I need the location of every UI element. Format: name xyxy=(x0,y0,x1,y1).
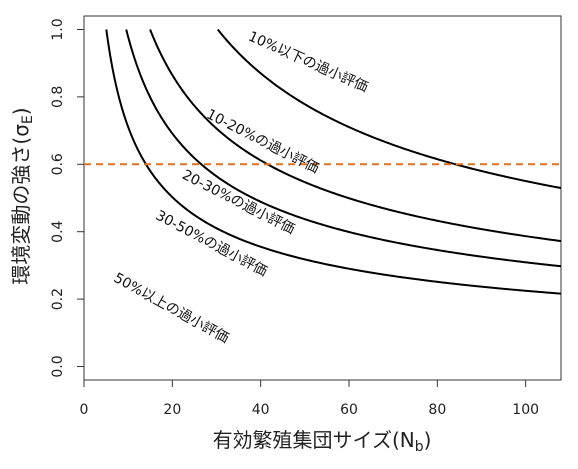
curve-line xyxy=(216,28,562,190)
y-tick-label: 0.6 xyxy=(50,153,66,175)
y-tick-label: 1.0 xyxy=(50,18,66,40)
curve-annotation: 10-20%の過小評価 xyxy=(204,106,322,177)
x-tick-label: 100 xyxy=(512,402,539,418)
y-tick-label: 0.4 xyxy=(50,220,66,242)
x-axis-title-subscript: b xyxy=(415,439,424,455)
y-axis: 0.0 0.2 0.4 0.6 0.8 1.0 xyxy=(50,18,85,378)
x-axis: 0 20 40 60 80 100 xyxy=(80,379,539,418)
curve-line xyxy=(125,29,562,268)
y-axis-title: 環境変動の強さ(σE) xyxy=(9,107,36,284)
curve-line xyxy=(105,29,562,295)
y-axis-title-subscript: E xyxy=(20,115,36,124)
y-tick-label: 0.8 xyxy=(50,86,66,108)
x-tick-label: 60 xyxy=(340,402,358,418)
y-tick-label: 0.2 xyxy=(50,288,66,310)
x-axis-title-text: 有効繁殖集団サイズ(N xyxy=(213,428,415,452)
curve-line xyxy=(149,29,562,243)
x-tick-label: 0 xyxy=(80,402,89,418)
y-axis-title-text: 環境変動の強さ(σ xyxy=(9,124,33,285)
x-tick-label: 40 xyxy=(252,402,270,418)
x-tick-label: 80 xyxy=(428,402,446,418)
curves xyxy=(105,28,562,295)
x-tick-label: 20 xyxy=(163,402,181,418)
x-axis-title: 有効繁殖集団サイズ(Nb) xyxy=(213,428,432,455)
curve-annotations: 10%以下の過小評価10-20%の過小評価20-30%の過小評価30-50%の過… xyxy=(111,29,370,347)
y-axis-title-close: ) xyxy=(9,107,33,115)
x-axis-title-close: ) xyxy=(424,428,432,452)
curve-annotation: 10%以下の過小評価 xyxy=(246,29,370,96)
y-tick-label: 0.0 xyxy=(50,355,66,377)
curve-annotation: 50%以上の過小評価 xyxy=(111,270,232,347)
